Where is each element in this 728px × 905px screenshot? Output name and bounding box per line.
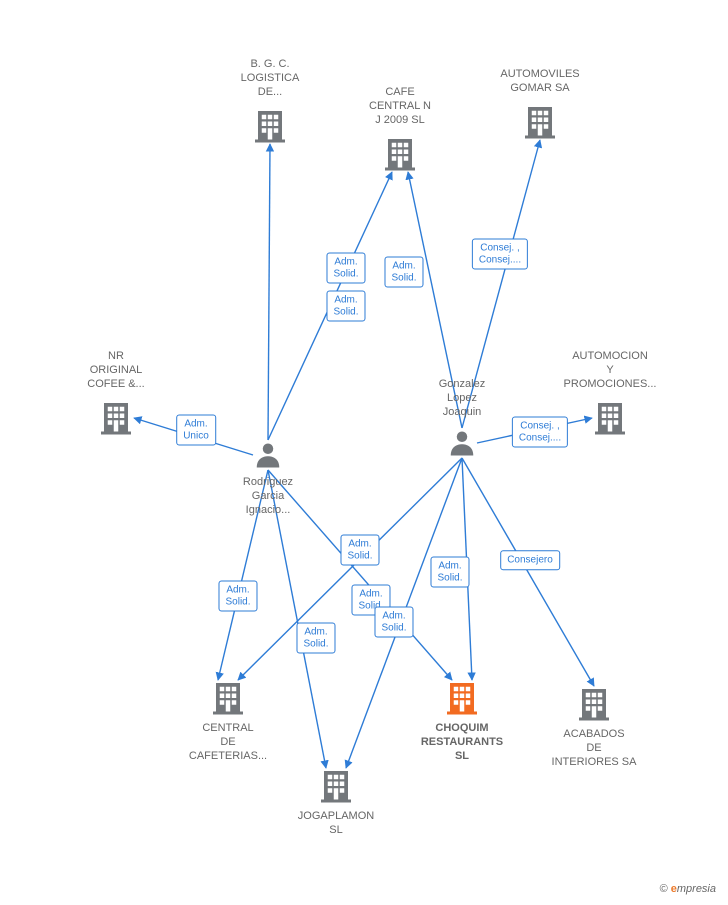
copyright: © empresia [660, 883, 716, 895]
node-label: AUTOMOCION Y PROMOCIONES... [550, 350, 670, 391]
person-icon [253, 440, 283, 475]
edge-label: Adm. Solid. [296, 623, 335, 654]
building-icon [98, 400, 134, 441]
node-label: B. G. C. LOGISTICA DE... [210, 58, 330, 99]
edges-layer [0, 0, 728, 905]
edge-label: Adm. Solid. [374, 607, 413, 638]
edge-line [462, 458, 594, 686]
edge-label: Adm. Unico [176, 415, 216, 446]
edge-label: Consejero [500, 550, 560, 570]
edge-label: Consej. , Consej.... [512, 417, 568, 448]
edge-label: Adm. Solid. [326, 291, 365, 322]
node-label: CHOQUIM RESTAURANTS SL [402, 722, 522, 763]
edge-label: Adm. Solid. [218, 581, 257, 612]
node-label: Gonzalez Lopez Joaquin [402, 378, 522, 419]
edge-label: Adm. Solid. [430, 557, 469, 588]
building-icon [210, 680, 246, 721]
person-icon [447, 428, 477, 463]
copyright-brand: empresia [671, 883, 716, 895]
node-label: Rodriguez Garcia Ignacio... [208, 476, 328, 517]
edge-label: Adm. Solid. [384, 257, 423, 288]
building-icon [592, 400, 628, 441]
node-label: CENTRAL DE CAFETERIAS... [168, 722, 288, 763]
node-label: AUTOMOVILES GOMAR SA [480, 68, 600, 96]
network-diagram: B. G. C. LOGISTICA DE... CAFE CENTRAL N … [0, 0, 728, 905]
building-icon [576, 686, 612, 727]
building-icon [252, 108, 288, 149]
node-label: ACABADOS DE INTERIORES SA [534, 728, 654, 769]
building-icon [522, 104, 558, 145]
edge-line [268, 144, 270, 440]
copyright-symbol: © [660, 883, 668, 895]
edge-label: Consej. , Consej.... [472, 239, 528, 270]
building-icon [318, 768, 354, 809]
building-icon [382, 136, 418, 177]
edge-label: Adm. Solid. [326, 253, 365, 284]
edge-label: Adm. Solid. [340, 535, 379, 566]
node-label: JOGAPLAMON SL [276, 810, 396, 838]
node-label: CAFE CENTRAL N J 2009 SL [340, 86, 460, 127]
node-label: NR ORIGINAL COFEE &... [56, 350, 176, 391]
building-icon [444, 680, 480, 721]
